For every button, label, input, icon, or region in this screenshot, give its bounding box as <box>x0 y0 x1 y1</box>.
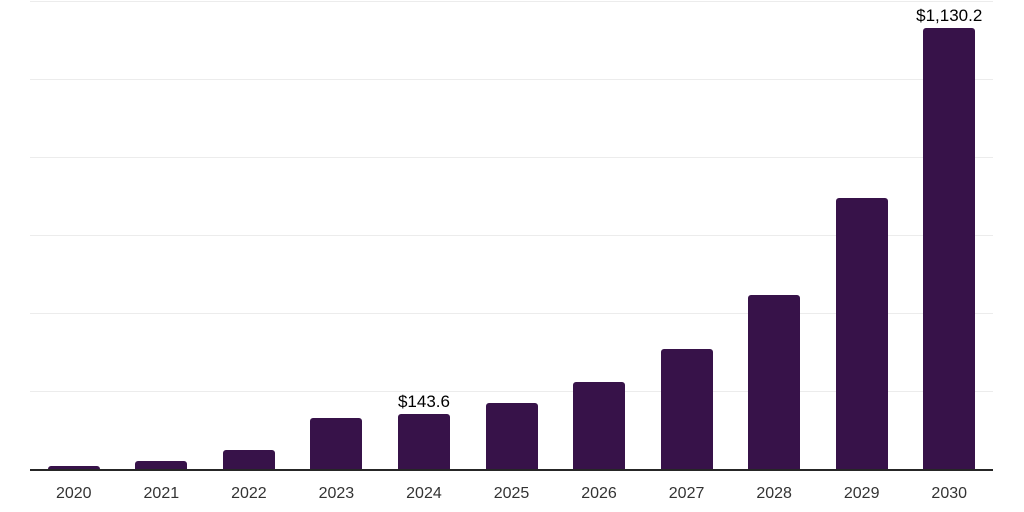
x-tick-label-2020: 2020 <box>55 485 92 502</box>
x-tick-label-2028: 2028 <box>756 485 792 502</box>
bar-2021 <box>135 461 188 470</box>
x-tick-label-2022: 2022 <box>231 485 267 502</box>
bar-2025 <box>485 403 538 470</box>
bar-2026 <box>573 382 626 470</box>
x-tick-label-2024: 2024 <box>406 485 442 502</box>
data-label-2030: $1,130.2 <box>916 6 983 26</box>
bar-2023 <box>310 418 363 470</box>
bar-2022 <box>222 450 275 470</box>
x-tick-label-2021: 2021 <box>143 485 180 502</box>
x-tick-label-2023: 2023 <box>318 485 355 502</box>
gridline <box>30 78 993 80</box>
gridline <box>30 0 993 2</box>
x-tick-label-2029: 2029 <box>843 485 880 502</box>
bar-2030 <box>923 28 976 470</box>
bar-2028 <box>748 294 801 470</box>
bar-2020 <box>47 466 100 470</box>
x-axis-line <box>30 469 993 471</box>
bar-2027 <box>660 348 713 470</box>
x-tick-label-2026: 2026 <box>581 485 617 502</box>
x-tick-label-2027: 2027 <box>668 485 705 502</box>
data-label-2024: $143.6 <box>397 391 450 411</box>
x-tick-label-2030: 2030 <box>931 485 968 502</box>
x-tick-label-2025: 2025 <box>493 485 530 502</box>
bar-2024 <box>397 413 450 470</box>
gridline <box>30 156 993 158</box>
bar-2029 <box>835 197 888 470</box>
